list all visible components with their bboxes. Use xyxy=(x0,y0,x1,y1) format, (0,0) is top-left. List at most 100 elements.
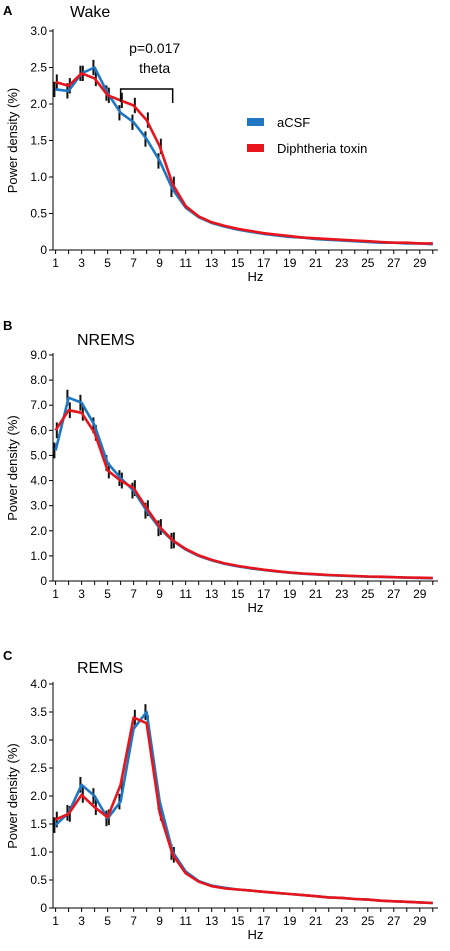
y-tick-label: 1.0 xyxy=(30,845,47,859)
legend-label: aCSF xyxy=(277,115,310,130)
series-line-diphtheria-toxin xyxy=(55,72,433,245)
x-tick-label: 3 xyxy=(78,587,85,601)
x-tick-label: 15 xyxy=(231,256,245,270)
x-tick-label: 1 xyxy=(52,256,59,270)
x-tick-label: 11 xyxy=(179,914,192,928)
x-tick-label: 23 xyxy=(335,256,349,270)
panel-letter: B xyxy=(3,318,12,333)
x-tick-label: 1 xyxy=(52,587,59,601)
x-tick-label: 1 xyxy=(52,914,59,928)
y-tick-label: 0.5 xyxy=(30,207,47,221)
x-tick-label: 27 xyxy=(387,587,401,601)
x-tick-label: 21 xyxy=(309,587,323,601)
y-tick-label: 3.5 xyxy=(30,705,47,719)
x-tick-label: 23 xyxy=(335,914,349,928)
p-value-label: p=0.017 xyxy=(129,40,180,56)
x-tick-label: 5 xyxy=(104,587,111,601)
y-tick-label: 0 xyxy=(40,574,47,588)
x-tick-label: 17 xyxy=(257,256,271,270)
x-tick-label: 9 xyxy=(156,256,163,270)
y-tick-label: 4.0 xyxy=(30,474,47,488)
panel-letter: C xyxy=(3,648,13,663)
panel-letter: A xyxy=(3,3,13,18)
x-tick-label: 19 xyxy=(283,256,297,270)
y-tick-label: 4.0 xyxy=(30,677,47,691)
theta-bracket xyxy=(119,88,174,103)
x-tick-label: 15 xyxy=(231,587,245,601)
x-tick-label: 13 xyxy=(205,256,219,270)
x-tick-label: 7 xyxy=(130,256,137,270)
y-tick-label: 3.0 xyxy=(30,24,47,38)
panel-title: Wake xyxy=(70,4,110,21)
y-axis-title: Power density (%) xyxy=(5,415,20,520)
y-tick-label: 0.5 xyxy=(30,873,47,887)
x-tick-label: 23 xyxy=(335,587,349,601)
x-tick-label: 29 xyxy=(413,587,427,601)
x-tick-label: 25 xyxy=(361,587,375,601)
y-tick-label: 8.0 xyxy=(30,373,47,387)
y-tick-label: 2.5 xyxy=(30,761,47,775)
x-tick-label: 17 xyxy=(257,587,271,601)
y-tick-label: 0 xyxy=(40,901,47,915)
x-tick-label: 17 xyxy=(257,914,271,928)
x-tick-label: 3 xyxy=(78,256,85,270)
y-tick-label: 6.0 xyxy=(30,423,47,437)
x-tick-label: 29 xyxy=(413,914,427,928)
y-tick-label: 3.0 xyxy=(30,499,47,513)
y-axis-title: Power density (%) xyxy=(5,743,20,848)
x-axis-title: Hz xyxy=(248,927,264,942)
x-tick-label: 19 xyxy=(283,587,297,601)
x-axis-title: Hz xyxy=(248,269,264,284)
legend: aCSF Diphtheria toxin xyxy=(247,115,367,156)
y-tick-label: 5.0 xyxy=(30,448,47,462)
y-tick-label: 1.0 xyxy=(30,170,47,184)
x-axis-title: Hz xyxy=(248,600,264,615)
x-tick-label: 9 xyxy=(156,914,163,928)
x-tick-label: 3 xyxy=(78,914,85,928)
x-tick-label: 21 xyxy=(309,914,323,928)
x-tick-label: 19 xyxy=(283,914,297,928)
y-tick-label: 0 xyxy=(40,243,47,257)
x-tick-label: 5 xyxy=(104,914,111,928)
series-line-acsf xyxy=(55,66,433,246)
y-axis-title: Power density (%) xyxy=(5,88,20,193)
x-tick-label: 29 xyxy=(413,256,427,270)
x-tick-label: 11 xyxy=(179,256,192,270)
series-line-diphtheria-toxin xyxy=(55,716,433,905)
series-line-acsf xyxy=(54,396,433,580)
x-tick-label: 27 xyxy=(387,256,401,270)
series-line-diphtheria-toxin xyxy=(54,408,433,580)
legend-swatch xyxy=(247,144,264,152)
x-tick-label: 13 xyxy=(205,914,219,928)
x-tick-label: 25 xyxy=(361,256,375,270)
x-tick-label: 7 xyxy=(130,914,137,928)
y-tick-label: 1.5 xyxy=(30,817,47,831)
y-tick-label: 1.5 xyxy=(30,134,47,148)
x-tick-label: 7 xyxy=(130,587,137,601)
x-tick-label: 5 xyxy=(104,256,111,270)
x-tick-label: 21 xyxy=(309,256,323,270)
y-tick-label: 9.0 xyxy=(30,348,47,362)
y-tick-label: 1.0 xyxy=(30,549,47,563)
panel-title: REMS xyxy=(77,660,123,677)
y-tick-label: 2.0 xyxy=(30,524,47,538)
y-tick-label: 2.0 xyxy=(30,97,47,111)
x-tick-label: 27 xyxy=(387,914,401,928)
theta-label: theta xyxy=(139,60,170,76)
x-tick-label: 25 xyxy=(361,914,375,928)
x-tick-label: 9 xyxy=(156,587,163,601)
x-tick-label: 15 xyxy=(231,914,245,928)
legend-swatch xyxy=(247,118,264,126)
legend-label: Diphtheria toxin xyxy=(277,141,367,156)
x-tick-label: 13 xyxy=(205,587,219,601)
x-tick-label: 11 xyxy=(179,587,192,601)
y-tick-label: 7.0 xyxy=(30,398,47,412)
y-tick-label: 2.5 xyxy=(30,61,47,75)
y-tick-label: 3.0 xyxy=(30,733,47,747)
y-tick-label: 2.0 xyxy=(30,789,47,803)
panel-title: NREMS xyxy=(77,332,135,349)
